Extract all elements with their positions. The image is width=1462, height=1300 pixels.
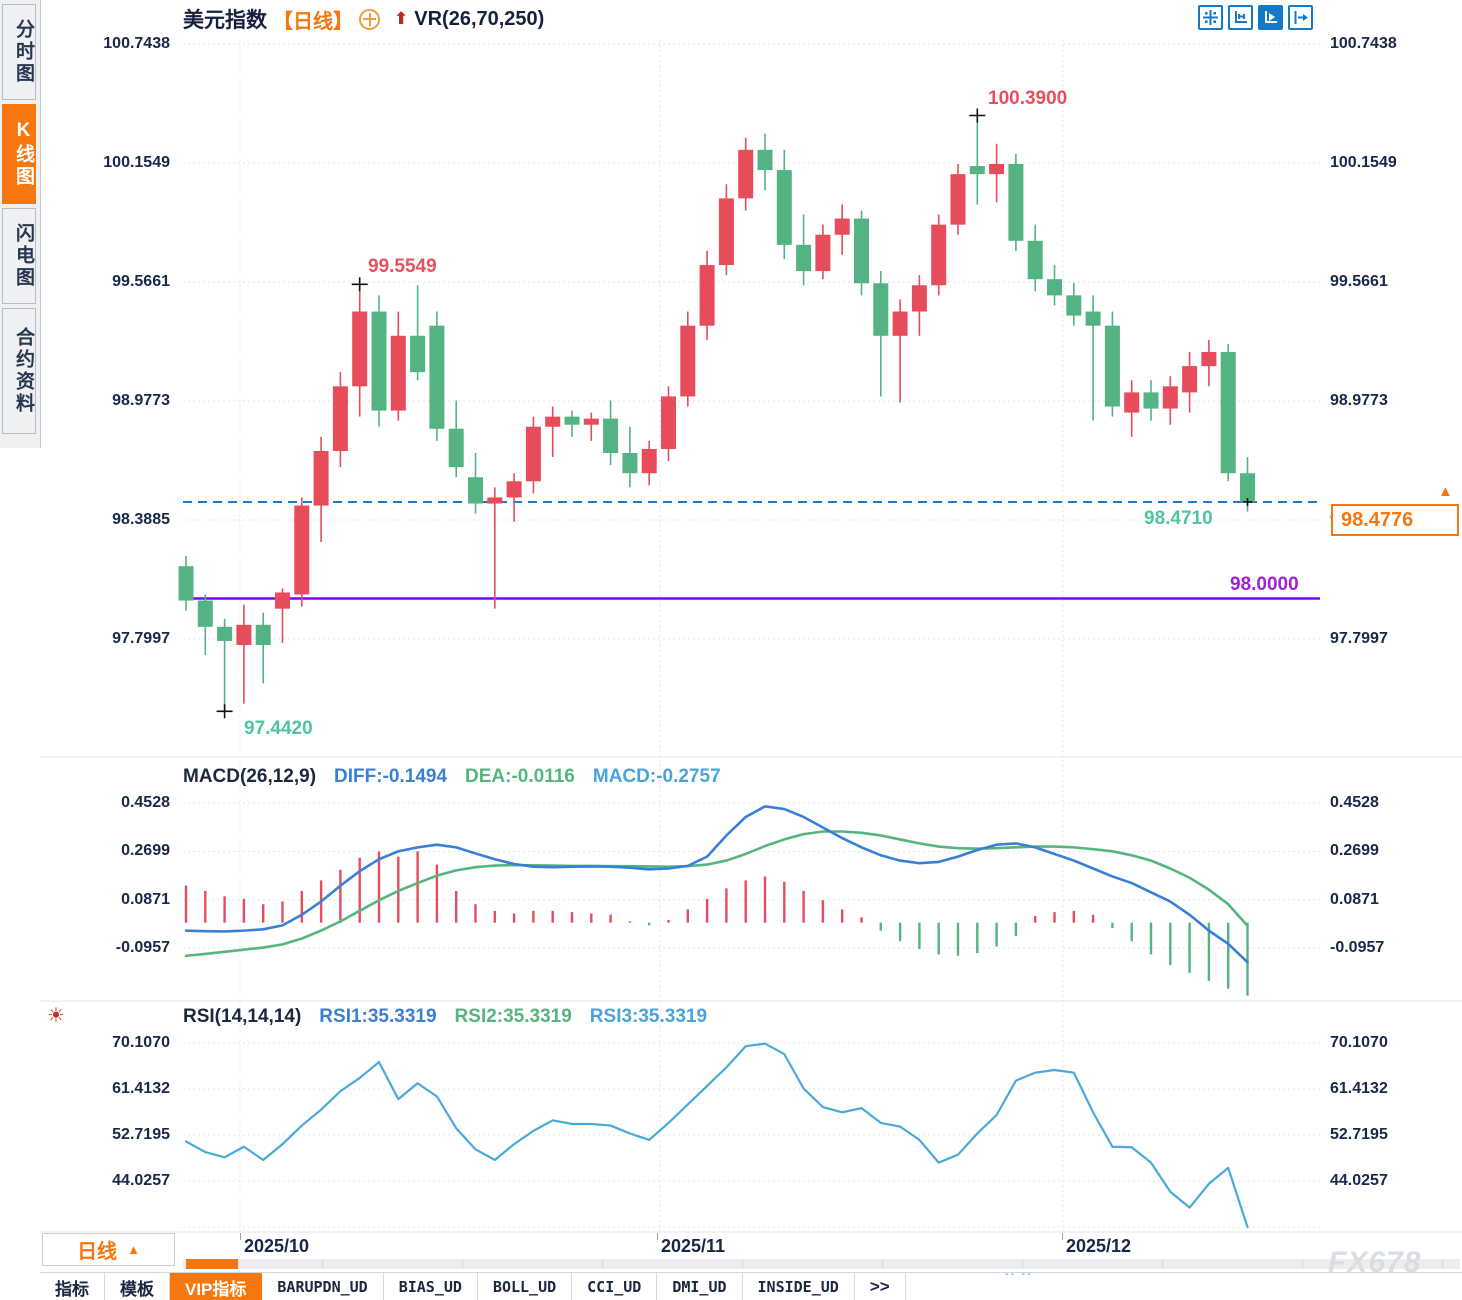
axis-label: 0.0871 [121, 890, 170, 908]
chart-header: 美元指数 【日线】 ⬆ VR(26,70,250) [183, 4, 544, 34]
indicator-tabbar: 指标 模板 VIP指标 BARUPDN_UD BIAS_UD BOLL_UD CCI_UD D… [40, 1272, 1462, 1300]
indicator-settings-icon[interactable]: ☀ [47, 1005, 65, 1027]
bottom-tab-cci-ud[interactable]: CCI_UD [572, 1273, 658, 1300]
rsi3-value: RSI3:35.3319 [589, 1006, 708, 1027]
time-axis-label: 2025/10 [244, 1236, 310, 1256]
axis-label: 100.1549 [103, 154, 170, 172]
time-axis-label: 2025/12 [1066, 1236, 1132, 1256]
bottom-tab-inside-ud[interactable]: INSIDE_UD [742, 1273, 855, 1300]
bottom-tab-bias-ud[interactable]: BIAS_UD [383, 1273, 478, 1300]
bottom-tab--[interactable]: 模板 [105, 1273, 170, 1300]
bottom-tab-vip-[interactable]: VIP指标 [170, 1273, 263, 1300]
sidebar-tab-4[interactable]: 合约资料 [2, 308, 36, 434]
period-selector-arrow-icon: ▲ [127, 1242, 140, 1257]
peak-high-label: 100.3900 [988, 88, 1068, 109]
axis-label: 97.7997 [112, 630, 170, 647]
macd-dea-value: DEA:-0.0116 [465, 766, 575, 787]
period-selector-label: 日线 [77, 1241, 118, 1263]
stray-marks: -- -- [1005, 1268, 1033, 1280]
period-selector[interactable]: 日线 ▲ [42, 1233, 175, 1266]
add-overlay-icon[interactable] [359, 8, 380, 30]
axis-label: 0.4528 [121, 794, 170, 811]
swing-high-label: 99.5549 [368, 256, 437, 277]
fit-axes-icon[interactable] [1228, 5, 1253, 30]
current-price-box: 98.4776 [1331, 504, 1459, 536]
pan-crosshair-icon[interactable] [1198, 5, 1223, 30]
axis-label: 97.7997 [1330, 630, 1388, 647]
axis-label: -0.0957 [115, 939, 170, 956]
axis-label: 52.7195 [1330, 1125, 1388, 1143]
bottom-tab-dmi-ud[interactable]: DMI_UD [657, 1273, 743, 1300]
macd-header: MACD(26,12,9) DIFF:-0.1494 DEA:-0.0116 M… [183, 766, 721, 788]
macd-title: MACD(26,12,9) [183, 766, 317, 787]
brand-watermark: FX678 [1328, 1246, 1422, 1279]
period-tag: 【日线】 [273, 10, 353, 33]
sidebar-tab-1[interactable]: 分时图 [2, 4, 36, 100]
scroll-to-latest-icon[interactable] [1288, 5, 1313, 30]
axis-label: -0.0957 [1330, 939, 1385, 956]
axis-label: 70.1070 [1330, 1034, 1388, 1051]
axis-label: 100.7438 [1330, 35, 1397, 52]
time-axis-label: 2025/11 [661, 1236, 726, 1256]
axis-label: 98.3885 [112, 511, 170, 528]
sidebar-tab-3[interactable]: 闪电图 [2, 208, 36, 304]
chart-type-sidebar: 分时图 K线图闪电图合约资料 [0, 0, 41, 448]
macd-value: MACD:-0.2757 [592, 766, 721, 787]
axis-label: 98.9773 [112, 392, 170, 409]
rsi-title: RSI(14,14,14) [183, 1006, 302, 1027]
rsi2-value: RSI2:35.3319 [454, 1006, 572, 1027]
axis-label: 0.2699 [1330, 842, 1379, 860]
time-axis-tick [1062, 1233, 1063, 1240]
symbol-title: 美元指数 [183, 9, 267, 32]
axis-label: 44.0257 [112, 1172, 170, 1189]
axis-label: 70.1070 [112, 1034, 170, 1051]
swing-low-label: 97.4420 [244, 718, 313, 739]
level-line-label: 98.0000 [1230, 574, 1299, 595]
axis-label: 99.5661 [112, 273, 170, 290]
axis-label: 99.5661 [1330, 273, 1388, 290]
axis-label: 100.7438 [103, 35, 170, 52]
axis-label: 61.4132 [1330, 1080, 1388, 1097]
auto-scale-icon[interactable] [1258, 5, 1283, 30]
chart-scrollbar-track[interactable] [183, 1259, 1460, 1269]
vr-indicator-label: VR(26,70,250) [414, 7, 545, 30]
sidebar-tab-2[interactable]: K线图 [2, 104, 36, 204]
bottom-tab-boll-ud[interactable]: BOLL_UD [477, 1273, 573, 1300]
axis-label: 100.1549 [1330, 154, 1397, 172]
axis-label: 61.4132 [112, 1080, 170, 1097]
chart-scrollbar-thumb[interactable] [186, 1259, 238, 1269]
axis-label: 44.0257 [1330, 1172, 1388, 1189]
axis-label: 0.2699 [121, 842, 170, 860]
price-up-marker-icon: ▲ [1438, 483, 1453, 500]
rsi-header: RSI(14,14,14) RSI1:35.3319 RSI2:35.3319 … [183, 1006, 707, 1028]
axis-label: 0.4528 [1330, 794, 1379, 811]
axis-label: 0.0871 [1330, 890, 1379, 908]
time-axis-tick [240, 1233, 241, 1240]
chart-toolbar [1198, 5, 1313, 30]
bottom-tab-barupdn-ud[interactable]: BARUPDN_UD [262, 1273, 384, 1300]
more-tabs-button[interactable]: >> [854, 1273, 906, 1300]
up-arrow-icon: ⬆ [394, 9, 409, 28]
macd-diff-value: DIFF:-0.1494 [334, 766, 448, 787]
last-trade-label: 98.4710 [1144, 508, 1213, 529]
time-axis-tick [657, 1233, 658, 1240]
axis-label: 52.7195 [112, 1125, 170, 1143]
axis-label: 98.9773 [1330, 392, 1388, 409]
bottom-tab--[interactable]: 指标 [40, 1273, 105, 1300]
rsi1-value: RSI1:35.3319 [319, 1006, 437, 1027]
